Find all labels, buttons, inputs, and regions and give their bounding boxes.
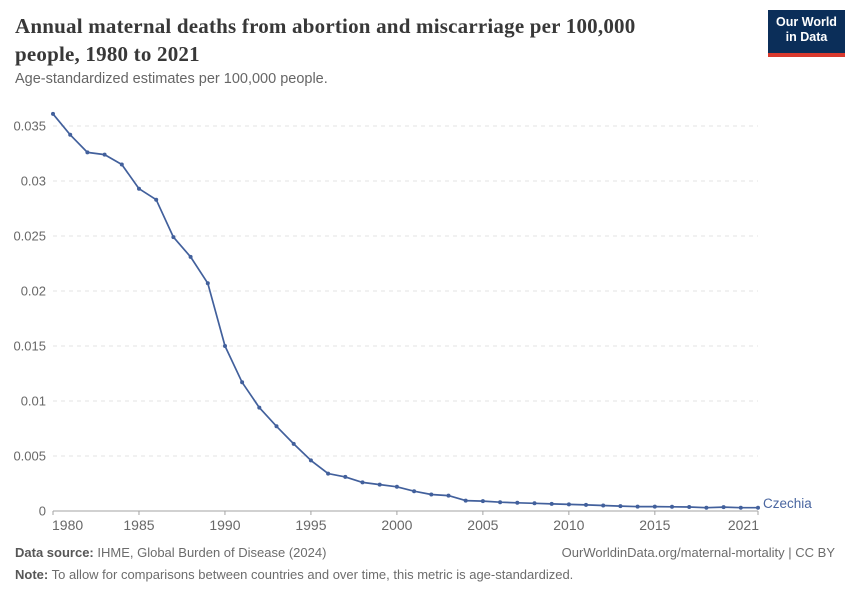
footer-note-text: To allow for comparisons between countri… [48,567,574,582]
data-point [394,484,399,489]
footer-license-link: OurWorldinData.org/maternal-mortality | … [561,545,835,560]
chart-subtitle: Age-standardized estimates per 100,000 p… [15,71,328,87]
data-point [549,501,554,506]
data-point [205,281,210,286]
owid-logo: Our World in Data [768,10,845,57]
data-point [326,471,331,476]
footer-data-source-label: Data source: [15,545,94,560]
footer-data-source-text: IHME, Global Burden of Disease (2024) [93,545,327,560]
series-label: Czechia [763,496,812,511]
data-point [119,162,124,167]
data-point [601,503,606,508]
data-line [52,113,759,509]
footer-note: Note: To allow for comparisons between c… [15,567,573,582]
data-point [566,502,571,507]
y-tick-label: 0 [39,504,46,519]
data-point [102,152,107,157]
y-tick-label: 0.035 [13,119,46,134]
data-point [463,498,468,503]
data-point [532,501,537,506]
x-tick-label: 2010 [553,517,584,533]
y-tick-label: 0.005 [13,449,46,464]
owid-logo-line-1: Our World [776,15,837,29]
data-point [704,505,709,510]
x-tick-label: 1985 [123,517,154,533]
data-point [446,493,451,498]
data-point [618,504,623,509]
y-tick-label: 0.01 [21,394,46,409]
data-point [68,132,73,137]
x-tick-label: 2021 [728,517,759,533]
x-tick-label: 2015 [639,517,670,533]
x-tick-label: 2000 [381,517,412,533]
data-point [756,505,760,510]
footer-note-label: Note: [15,567,49,582]
data-point [635,504,640,509]
x-tick-label: 1995 [295,517,326,533]
x-tick-label: 2005 [467,517,498,533]
y-tick-label: 0.03 [21,174,46,189]
data-point [343,474,348,479]
data-point [377,482,382,487]
data-point [223,344,227,348]
data-point [308,458,313,463]
data-point [240,380,245,385]
data-point [360,480,365,485]
y-tick-label: 0.015 [13,339,46,354]
data-point [687,505,692,509]
data-point [515,500,520,505]
data-point [291,441,296,446]
data-point [721,505,726,510]
data-point [584,502,588,507]
data-point [85,150,90,155]
y-tick-label: 0.025 [13,229,46,244]
data-point [188,254,193,259]
data-point [652,504,657,509]
x-tick-label: 1980 [52,517,83,533]
data-point [171,235,176,240]
data-point [274,424,279,429]
data-point [51,111,55,116]
data-point [154,197,159,202]
data-point [137,186,141,191]
chart-title: Annual maternal deaths from abortion and… [15,12,755,68]
chart-title-line-1: Annual maternal deaths from abortion and… [15,14,636,38]
data-point [257,405,262,410]
y-tick-label: 0.02 [21,284,46,299]
data-point [498,500,503,505]
data-point [480,499,485,504]
data-point [738,505,743,510]
data-point [429,492,434,497]
data-point [412,489,417,494]
x-tick-label: 1990 [209,517,240,533]
chart-title-line-2: people, 1980 to 2021 [15,42,200,66]
data-point [670,504,674,509]
footer-data-source: Data source: IHME, Global Burden of Dise… [15,545,326,560]
owid-logo-line-2: in Data [785,30,828,44]
